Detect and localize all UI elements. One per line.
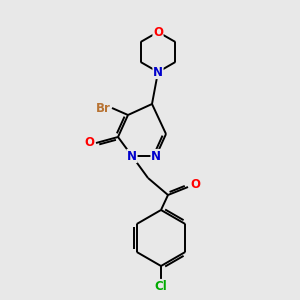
Text: O: O (190, 178, 200, 190)
Text: N: N (127, 149, 137, 163)
Text: O: O (84, 136, 94, 149)
Text: N: N (151, 149, 161, 163)
Text: O: O (153, 26, 163, 38)
Text: Cl: Cl (154, 280, 167, 292)
Text: Br: Br (96, 101, 110, 115)
Text: N: N (153, 65, 163, 79)
